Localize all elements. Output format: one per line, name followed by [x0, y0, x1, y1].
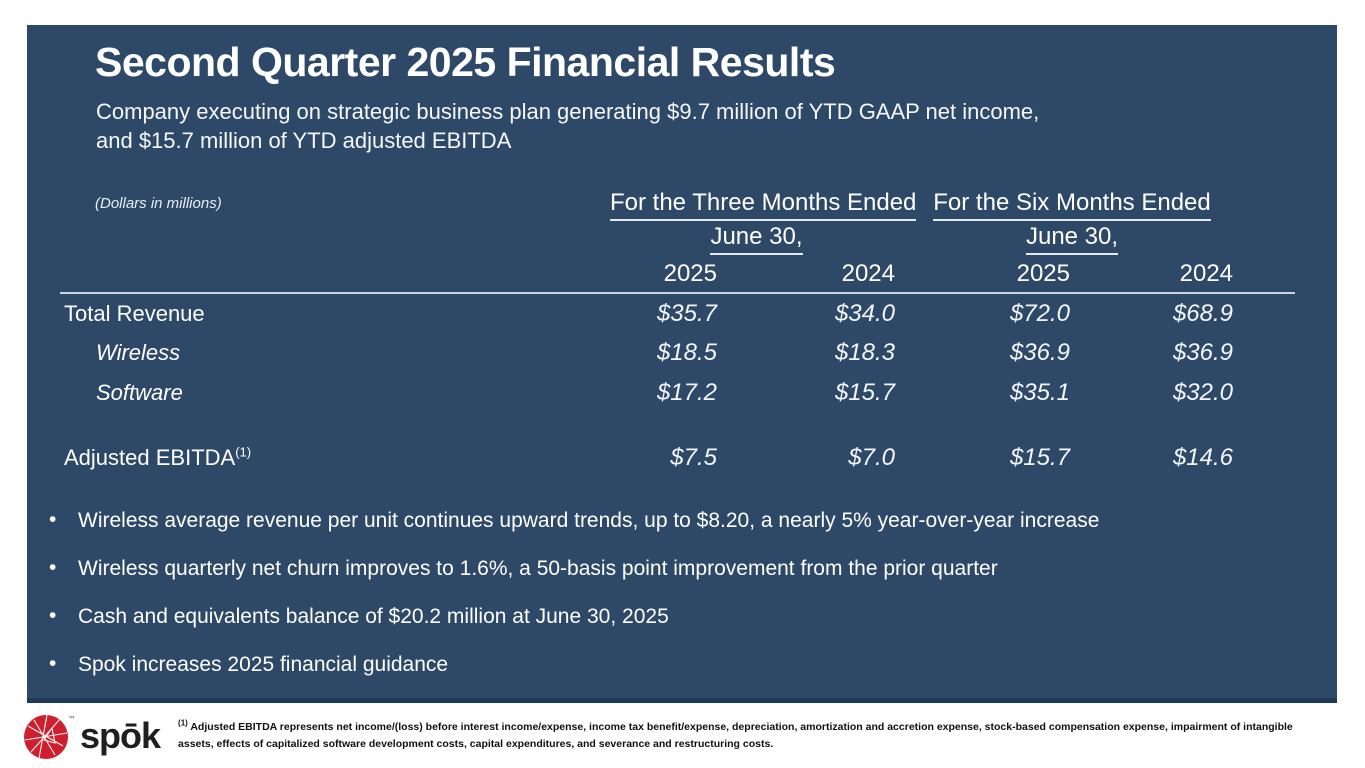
spok-wordmark: spōk — [80, 714, 161, 756]
table-row-total-revenue: Total Revenue $35.7 $34.0 $72.0 $68.9 — [60, 292, 1296, 333]
bullet-guidance: Spok increases 2025 financial guidance — [47, 650, 1317, 678]
footnote-marker: (1) — [178, 718, 188, 728]
row-label-adjusted-ebitda: Adjusted EBITDA(1) — [64, 444, 252, 470]
table-row-wireless: Wireless $18.5 $18.3 $36.9 $36.9 — [60, 333, 1295, 373]
bullet-churn: Wireless quarterly net churn improves to… — [47, 554, 1317, 582]
subtitle-line-1: Company executing on strategic business … — [96, 99, 1040, 124]
row-label-software: Software — [96, 380, 183, 405]
wireless-6mo-2024: $36.9 — [1172, 339, 1234, 366]
row-label-total-revenue: Total Revenue — [60, 292, 610, 333]
ebitda-footnote: (1) Adjusted EBITDA represents net incom… — [178, 719, 1328, 753]
bullet-arpu: Wireless average revenue per unit contin… — [47, 506, 1317, 534]
logo-trademark: ™ — [68, 715, 76, 724]
highlight-bullets: Wireless average revenue per unit contin… — [47, 506, 1317, 699]
wireless-3mo-2025: $18.5 — [656, 339, 717, 366]
ebitda-6mo-2025: $15.7 — [1009, 444, 1070, 471]
units-note: (Dollars in millions) — [95, 195, 222, 212]
group-header-row: (Dollars in millions) For the Three Mont… — [60, 187, 1295, 255]
row-label-wireless: Wireless — [96, 340, 181, 365]
table-row-adjusted-ebitda: Adjusted EBITDA(1) $7.5 $7.0 $15.7 $14.6 — [60, 438, 1295, 478]
spok-globe-icon: ™ — [22, 710, 76, 762]
year-header-6mo-2024: 2024 — [1179, 259, 1234, 287]
total-revenue-3mo-2025: $35.7 — [610, 292, 725, 333]
group-three-months-line2: June 30, — [710, 221, 803, 255]
group-three-months-line1: For the Three Months Ended — [610, 187, 917, 221]
subtitle-line-2: and $15.7 million of YTD adjusted EBITDA — [96, 128, 512, 153]
year-header-3mo-2024: 2024 — [841, 259, 895, 287]
software-6mo-2025: $35.1 — [1009, 379, 1070, 406]
year-header-3mo-2025: 2025 — [663, 259, 717, 287]
wireless-6mo-2025: $36.9 — [1009, 339, 1070, 366]
ebitda-6mo-2024: $14.6 — [1172, 444, 1234, 471]
financial-results-table: (Dollars in millions) For the Three Mont… — [60, 187, 1296, 478]
footnote-text: Adjusted EBITDA represents net income/(l… — [178, 720, 1293, 750]
ebitda-3mo-2025: $7.5 — [670, 444, 717, 471]
spok-logo: ™ spōk — [22, 710, 161, 762]
financial-table: (Dollars in millions) For the Three Mont… — [60, 187, 1300, 478]
year-header-6mo-2025: 2025 — [1016, 259, 1070, 287]
software-3mo-2025: $17.2 — [656, 379, 717, 406]
slide-panel: Second Quarter 2025 Financial Results Co… — [27, 25, 1337, 703]
year-header-row: 2025 2024 2025 2024 — [60, 255, 1295, 293]
table-spacer-row — [60, 413, 1295, 438]
bullet-cash: Cash and equivalents balance of $20.2 mi… — [47, 602, 1317, 630]
group-six-months-line1: For the Six Months Ended — [933, 187, 1211, 221]
wireless-3mo-2024: $18.3 — [834, 339, 895, 366]
total-revenue-6mo-2025: $72.0 — [903, 292, 1078, 333]
software-3mo-2024: $15.7 — [834, 379, 895, 406]
page-title: Second Quarter 2025 Financial Results — [95, 39, 836, 85]
slide-footer: ™ spōk (1) Adjusted EBITDA represents ne… — [0, 703, 1365, 768]
slide-subtitle: Company executing on strategic business … — [96, 97, 1039, 155]
group-six-months-line2: June 30, — [1025, 221, 1119, 255]
total-revenue-6mo-2024: $68.9 — [1078, 292, 1242, 333]
col-group-three-months: For the Three Months Ended June 30, — [610, 187, 917, 255]
ebitda-footnote-ref: (1) — [235, 444, 252, 460]
ebitda-3mo-2024: $7.0 — [848, 444, 895, 471]
total-revenue-3mo-2024: $34.0 — [725, 292, 903, 333]
col-group-six-months: For the Six Months Ended June 30, — [903, 187, 1241, 255]
table-row-software: Software $17.2 $15.7 $35.1 $32.0 — [60, 373, 1295, 413]
software-6mo-2024: $32.0 — [1172, 379, 1234, 406]
